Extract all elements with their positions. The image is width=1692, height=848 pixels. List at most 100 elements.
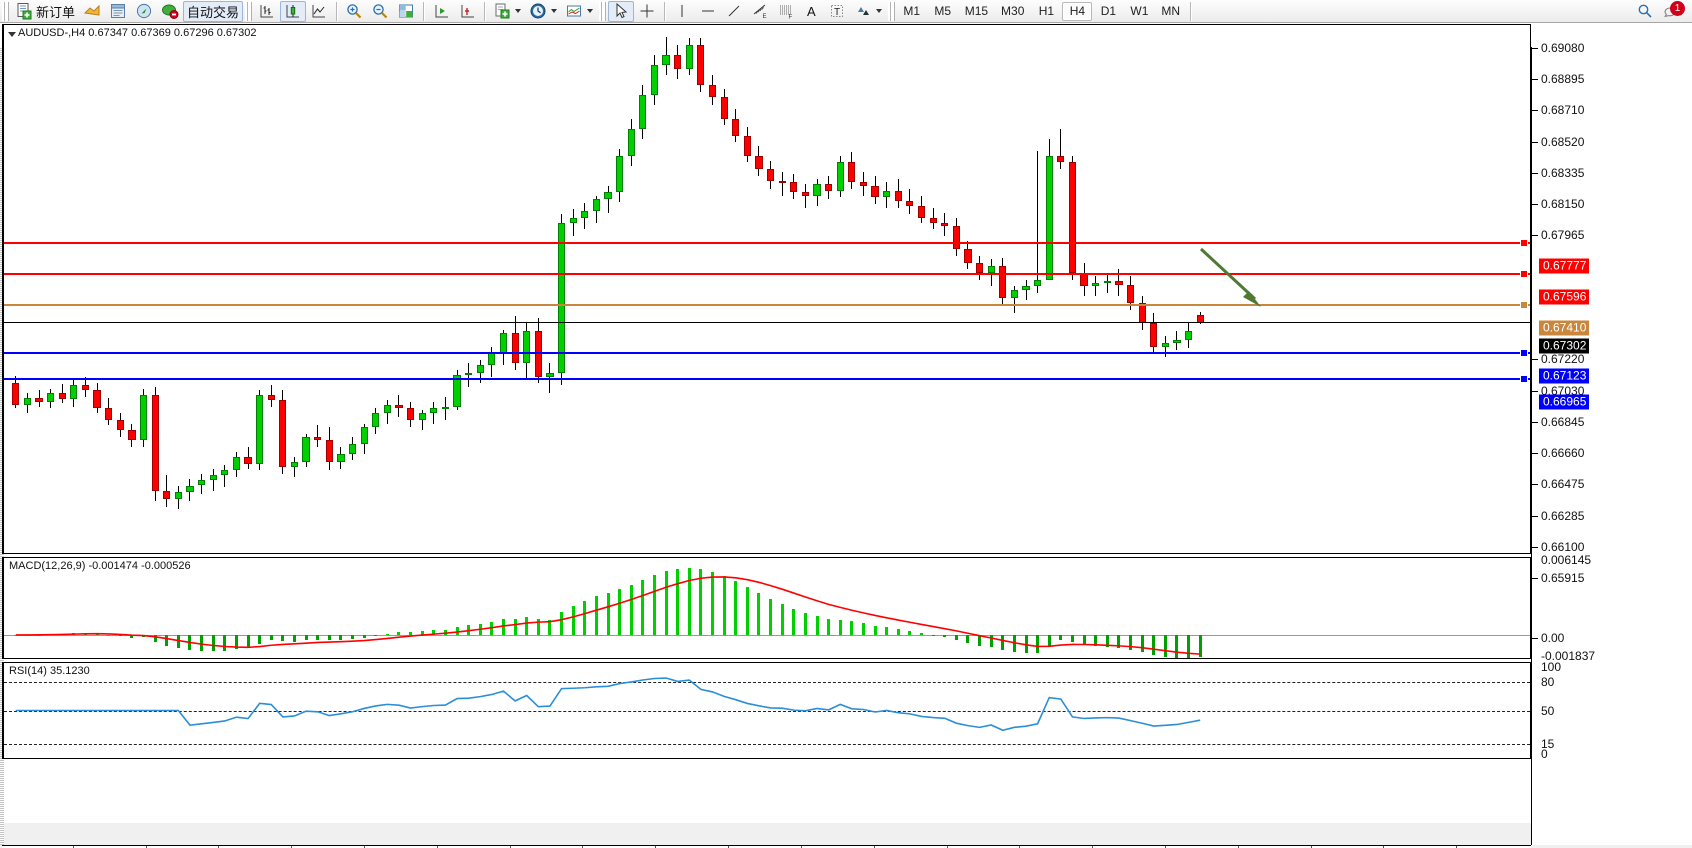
timeframe-h1[interactable]: H1 (1038, 4, 1055, 18)
add-indicator-button[interactable] (489, 1, 525, 22)
macd-histogram-bar (246, 634, 250, 649)
bar-chart-button[interactable] (254, 1, 280, 22)
toolbar-grip-3[interactable] (599, 1, 607, 21)
line-chart-button[interactable] (306, 1, 332, 22)
candle-body (1184, 331, 1193, 340)
rsi-pane[interactable]: RSI(14) 35.1230 (2, 662, 1531, 759)
candle-body (337, 453, 345, 463)
macd-pane[interactable]: MACD(12,26,9) -0.001474 -0.000526 (2, 557, 1531, 659)
candle-body (534, 331, 542, 377)
price-tick-label: 0.66475 (1541, 477, 1585, 492)
price-line-resistance[interactable] (4, 269, 1530, 278)
time-scale[interactable]: 4 Jul 20235 Jul 00:005 Jul 16:006 Jul 08… (2, 845, 1531, 848)
templates-button[interactable] (561, 1, 597, 22)
shapes-caret-icon[interactable] (875, 9, 882, 13)
fibonacci-icon: F (777, 2, 795, 21)
price-tick (1532, 203, 1538, 205)
data-window-button[interactable] (105, 1, 131, 22)
candle-body (801, 192, 809, 196)
chart-area[interactable]: AUDUSD-,H4 0.67347 0.67369 0.67296 0.673… (0, 23, 1692, 848)
candlestick-chart-button[interactable] (280, 0, 307, 22)
trendline-button[interactable] (721, 1, 747, 22)
text-button[interactable]: A (799, 1, 824, 22)
navigator-button[interactable] (131, 1, 157, 22)
timeframe-m15[interactable]: M15 (964, 4, 989, 18)
timeframe-w1[interactable]: W1 (1130, 4, 1149, 18)
rsi-tick-label: 15 (1541, 736, 1555, 751)
candle-body (256, 395, 264, 464)
zoom-out-button[interactable] (367, 1, 393, 22)
cursor-tool-button[interactable] (608, 0, 635, 22)
shapes-button[interactable] (850, 1, 886, 22)
candle-body (23, 397, 31, 406)
candle-body (453, 374, 461, 407)
text-icon: A (807, 3, 816, 19)
candle-body (894, 190, 902, 201)
toolbar-grip[interactable] (2, 1, 9, 21)
timeframe-h4[interactable]: H4 (1062, 1, 1093, 21)
price-line-handle[interactable] (1520, 269, 1528, 278)
price-tag[interactable]: 0.67777 (1539, 258, 1590, 274)
price-tag[interactable]: 0.67410 (1539, 320, 1590, 336)
search-button[interactable] (1632, 1, 1658, 22)
price-line-handle[interactable] (1520, 375, 1528, 384)
candle-body (395, 405, 403, 409)
chart-collapse-icon[interactable] (8, 32, 16, 37)
period-button[interactable] (525, 1, 561, 22)
indicator-list-button[interactable] (79, 1, 105, 22)
candle-body (197, 480, 206, 486)
chart-shift-button[interactable] (428, 1, 454, 22)
price-tag[interactable]: 0.67596 (1539, 289, 1590, 304)
vertical-line-button[interactable] (669, 1, 695, 22)
price-line-support[interactable] (4, 348, 1530, 357)
terminal-button[interactable] (157, 1, 183, 22)
price-tick-label: 0.68150 (1541, 196, 1585, 211)
timeframe-m5[interactable]: M5 (934, 4, 952, 18)
zoom-in-button[interactable] (341, 1, 367, 22)
new-order-button[interactable]: 新订单 (11, 1, 79, 22)
auto-scroll-button[interactable] (454, 1, 480, 22)
price-line-support[interactable] (4, 375, 1530, 384)
price-line-resistance[interactable] (4, 239, 1530, 248)
candle-body (186, 485, 194, 493)
candle-body (569, 217, 577, 223)
horizontal-line-button[interactable] (695, 1, 721, 22)
price-tag[interactable]: 0.67123 (1539, 368, 1590, 384)
price-scale[interactable]: 0.69080 0.68895 0.68710 0.68520 0.68335 0.681… (1531, 41, 1692, 845)
text-label-button[interactable]: T (824, 1, 850, 22)
price-line-handle[interactable] (1520, 300, 1528, 309)
price-tick (1532, 516, 1538, 518)
candle-body (499, 333, 508, 354)
add-indicator-caret-icon[interactable] (515, 9, 522, 13)
elliott-wave-button[interactable]: E (747, 1, 773, 22)
price-tag[interactable]: 0.66965 (1539, 394, 1590, 410)
price-tag[interactable]: 0.67302 (1539, 338, 1590, 354)
candle-body (372, 413, 380, 427)
fibonacci-button[interactable]: F (773, 1, 799, 22)
macd-histogram-bar (838, 619, 842, 635)
crosshair-tool-button[interactable] (634, 1, 660, 22)
price-line-last-price[interactable] (4, 321, 1530, 323)
timeframe-d1[interactable]: D1 (1100, 4, 1117, 18)
chart-grid-button[interactable] (393, 1, 419, 22)
macd-tick-label: 0.006145 (1541, 553, 1592, 567)
timeframe-mn[interactable]: MN (1161, 4, 1181, 18)
templates-caret-icon[interactable] (587, 9, 594, 13)
timeframe-m30[interactable]: M30 (1001, 4, 1025, 18)
price-line-pivot[interactable] (4, 300, 1530, 309)
candle-body (1092, 282, 1100, 287)
toolbar-grip-2[interactable] (245, 1, 253, 21)
time-tick (72, 846, 74, 848)
price-pane[interactable]: AUDUSD-,H4 0.67347 0.67369 0.67296 0.673… (2, 24, 1531, 554)
toolbar-grip-4[interactable] (887, 1, 895, 21)
price-line-handle[interactable] (1520, 239, 1528, 248)
candle-body (93, 390, 101, 409)
macd-histogram-bar (1082, 634, 1086, 645)
autotrading-button[interactable]: 自动交易 (183, 0, 244, 22)
alerts-button[interactable]: 1 (1658, 0, 1685, 22)
price-line-handle[interactable] (1520, 348, 1528, 357)
candle-body (302, 436, 310, 463)
period-caret-icon[interactable] (551, 9, 558, 13)
price-tick-label: 0.69080 (1541, 41, 1585, 55)
timeframe-m1[interactable]: M1 (903, 4, 921, 18)
